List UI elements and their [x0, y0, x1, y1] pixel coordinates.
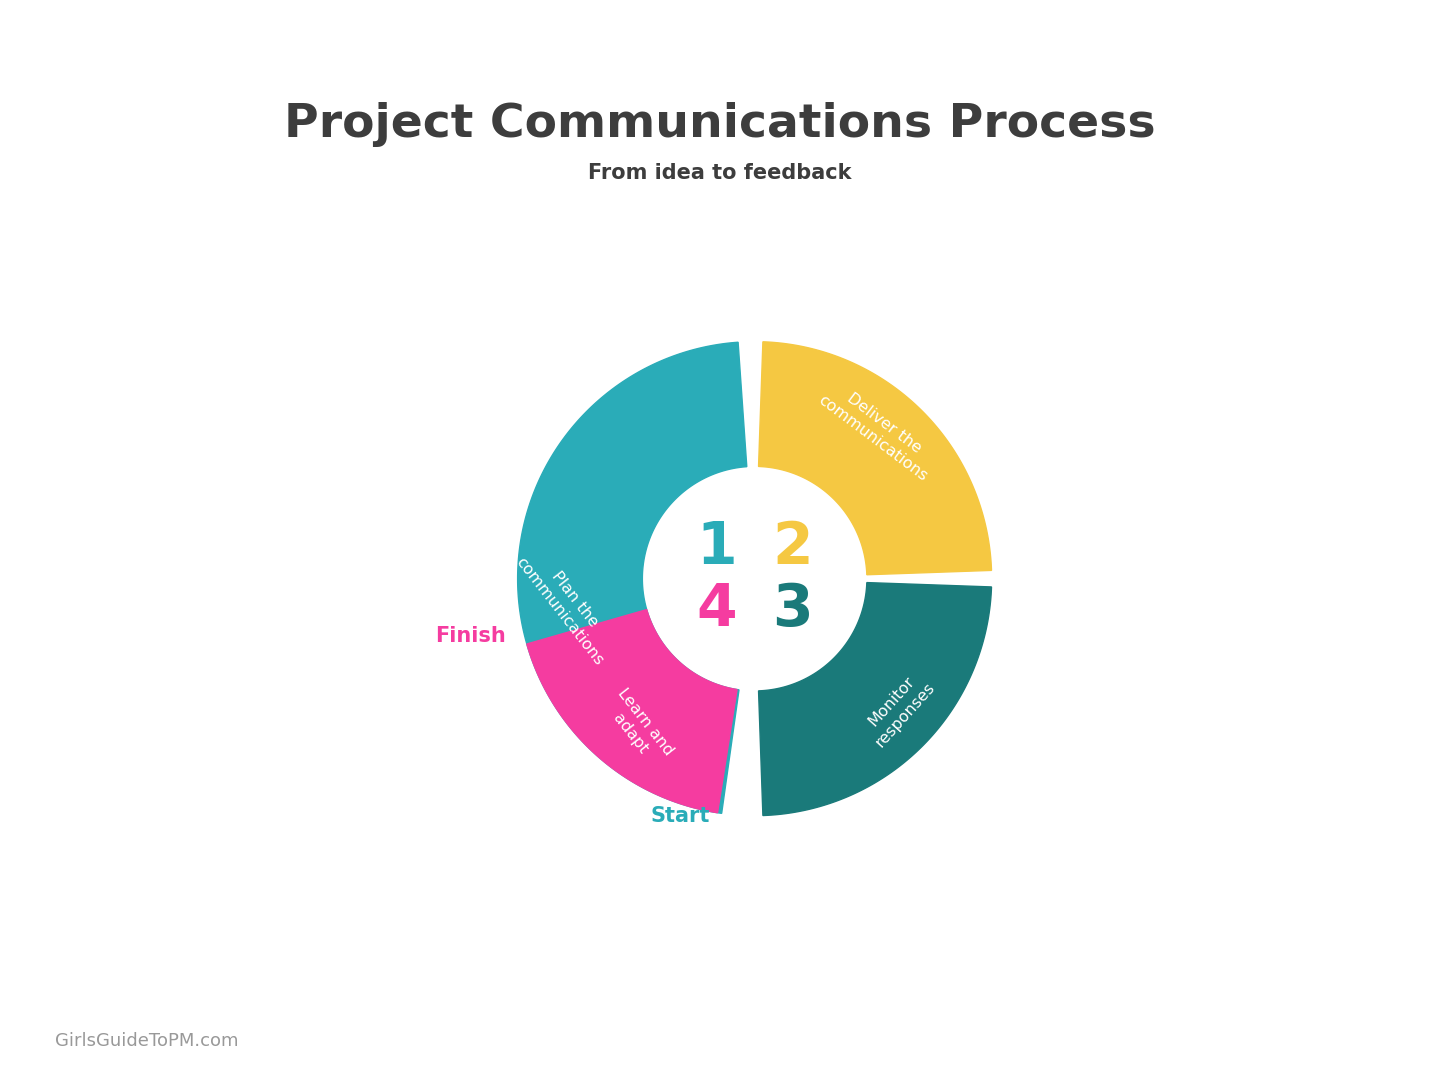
Text: GirlsGuideToPM.com: GirlsGuideToPM.com: [55, 1031, 238, 1050]
Text: Monitor
responses: Monitor responses: [858, 666, 939, 750]
Text: 2: 2: [773, 518, 814, 576]
Polygon shape: [759, 582, 992, 815]
Text: 1: 1: [696, 518, 737, 576]
Text: Start: Start: [651, 806, 710, 825]
Text: Deliver the
communications: Deliver the communications: [816, 377, 942, 484]
Polygon shape: [759, 341, 992, 575]
Text: 3: 3: [773, 581, 814, 638]
Polygon shape: [527, 609, 737, 813]
Circle shape: [645, 469, 864, 688]
Text: From idea to feedback: From idea to feedback: [589, 163, 851, 183]
Text: Finish: Finish: [435, 626, 507, 646]
Text: Plan the
communications: Plan the communications: [513, 542, 621, 667]
Text: 4: 4: [696, 581, 737, 638]
Text: Project Communications Process: Project Communications Process: [284, 102, 1156, 147]
Polygon shape: [517, 342, 747, 813]
Text: Learn and
adapt: Learn and adapt: [599, 686, 677, 770]
